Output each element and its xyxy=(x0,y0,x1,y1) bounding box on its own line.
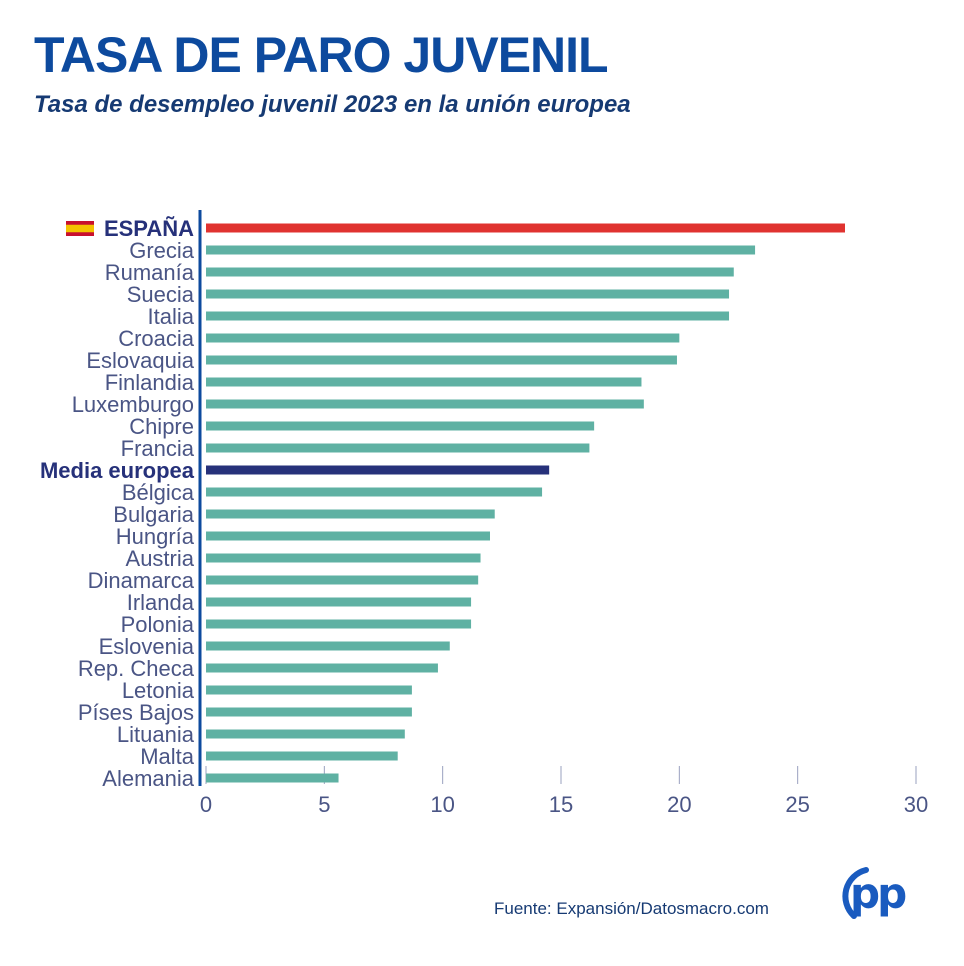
bar xyxy=(206,509,495,519)
pp-logo: pp xyxy=(842,867,909,919)
category-label: Hungría xyxy=(116,524,195,549)
bar xyxy=(206,707,412,717)
category-label: Bélgica xyxy=(122,480,195,505)
category-label: Italia xyxy=(148,304,195,329)
bar xyxy=(206,333,680,343)
category-label: Finlandia xyxy=(105,370,195,395)
x-tick-label: 20 xyxy=(667,792,691,817)
category-label: Irlanda xyxy=(127,590,195,615)
category-label: Letonia xyxy=(122,678,195,703)
bar xyxy=(206,773,339,783)
category-label: Polonia xyxy=(121,612,195,637)
category-label: Francia xyxy=(121,436,195,461)
x-tick-label: 0 xyxy=(200,792,212,817)
x-tick-label: 10 xyxy=(430,792,454,817)
bar xyxy=(206,487,543,497)
category-label: Rep. Checa xyxy=(78,656,195,681)
bar xyxy=(206,355,677,365)
x-tick-label: 30 xyxy=(904,792,928,817)
x-tick-label: 5 xyxy=(318,792,330,817)
bar xyxy=(206,223,845,233)
x-tick-label: 15 xyxy=(549,792,573,817)
category-label: Malta xyxy=(140,744,195,769)
category-label: Grecia xyxy=(129,238,195,263)
category-label: Dinamarca xyxy=(88,568,195,593)
bar xyxy=(206,729,405,739)
category-label: Lituania xyxy=(117,722,195,747)
bar xyxy=(206,245,756,255)
page-title: TASA DE PARO JUVENIL xyxy=(34,27,609,83)
category-label: Croacia xyxy=(118,326,195,351)
bar xyxy=(206,597,472,607)
bar xyxy=(206,641,450,651)
category-label: Suecia xyxy=(127,282,195,307)
bar xyxy=(206,311,730,321)
category-label: Alemania xyxy=(102,766,194,791)
bar-chart: 0 5 10 15 20 25 30 ESPAÑAGreciaRumaníaSueciaIta… xyxy=(40,210,928,817)
bar xyxy=(206,421,595,431)
bar xyxy=(206,267,734,277)
bar xyxy=(206,553,481,563)
category-label: Bulgaria xyxy=(113,502,194,527)
logo-arc xyxy=(842,867,869,919)
category-label: ESPAÑA xyxy=(104,216,194,241)
bar xyxy=(206,465,550,475)
source-note: Fuente: Expansión/Datosmacro.com xyxy=(494,899,769,918)
bar xyxy=(206,575,479,585)
page-subtitle: Tasa de desempleo juvenil 2023 en la uni… xyxy=(34,91,631,118)
category-label: Media europea xyxy=(40,458,195,483)
bar xyxy=(206,619,472,629)
bar xyxy=(206,377,642,387)
category-label: Eslovaquia xyxy=(86,348,194,373)
category-label: Luxemburgo xyxy=(72,392,194,417)
category-label: Austria xyxy=(126,546,195,571)
bar xyxy=(206,663,438,673)
bar xyxy=(206,685,412,695)
bar xyxy=(206,531,490,541)
flag-stripe xyxy=(66,224,94,233)
bar xyxy=(206,289,730,299)
category-label: Eslovenia xyxy=(99,634,195,659)
x-tick-label: 25 xyxy=(785,792,809,817)
logo-text: pp xyxy=(850,869,906,918)
bar xyxy=(206,399,644,409)
category-label: Píses Bajos xyxy=(78,700,194,725)
bar xyxy=(206,443,590,453)
bar xyxy=(206,751,398,761)
category-label: Rumanía xyxy=(105,260,195,285)
category-label: Chipre xyxy=(129,414,194,439)
